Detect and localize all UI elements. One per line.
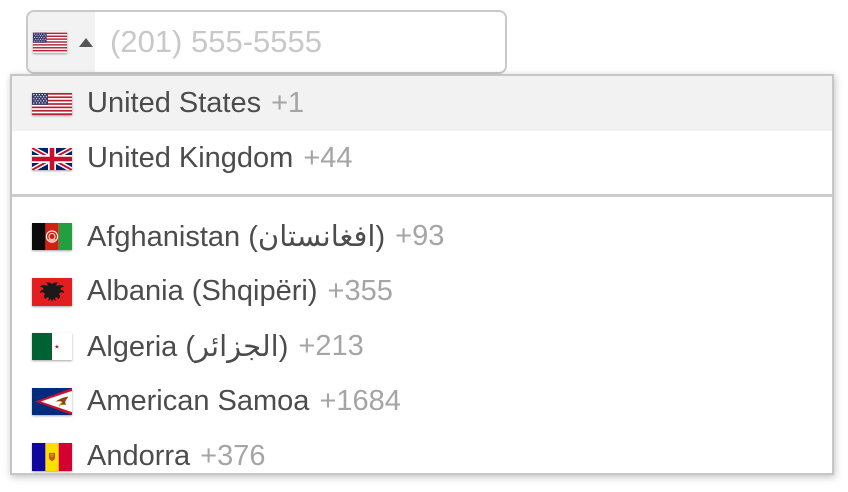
ad-flag-icon [32, 442, 72, 471]
country-list-item[interactable]: Algeria (الجزائر) +213 [12, 319, 832, 374]
country-name: Andorra [87, 440, 191, 472]
dial-code: +355 [327, 275, 393, 307]
country-list-item[interactable]: United States +1 [12, 76, 832, 131]
al-flag-icon [32, 277, 72, 306]
dial-code: +213 [298, 330, 364, 362]
country-list-item[interactable]: Albania (Shqipëri) +355 [12, 264, 832, 319]
dz-flag-icon [32, 333, 72, 360]
country-list-item[interactable]: Andorra +376 [12, 429, 832, 473]
phone-number-input[interactable] [95, 12, 505, 72]
country-name: Algeria (الجزائر) [87, 331, 289, 363]
dial-code: +376 [200, 440, 266, 472]
country-name: American Samoa [87, 385, 310, 417]
country-name: Albania (Shqipëri) [87, 275, 318, 307]
country-name: Afghanistan (افغانستان) [87, 221, 386, 253]
country-list-item[interactable]: Afghanistan (افغانستان) +93 [12, 209, 832, 264]
dial-code: +1684 [319, 385, 401, 417]
gb-flag-icon [32, 147, 72, 170]
phone-input-container [26, 10, 507, 74]
country-list-item[interactable]: United Kingdom +44 [12, 131, 832, 186]
dial-code: +1 [271, 87, 305, 119]
country-name: United States [87, 87, 262, 119]
dial-code: +44 [303, 142, 353, 174]
us-flag-icon [30, 31, 70, 53]
country-dropdown: United States +1 United Kingdom +44 Afgh… [10, 74, 834, 475]
dropdown-arrow-up-icon [79, 37, 93, 47]
divider [12, 194, 832, 197]
as-flag-icon [32, 388, 72, 415]
country-list: Afghanistan (افغانستان) +93 Albania (Shq… [12, 209, 832, 473]
us-flag-icon [32, 92, 72, 115]
preferred-country-list: United States +1 United Kingdom +44 [12, 76, 832, 186]
country-list-item[interactable]: American Samoa +1684 [12, 374, 832, 429]
dial-code: +93 [395, 220, 445, 252]
af-flag-icon [32, 223, 72, 250]
country-name: United Kingdom [87, 142, 294, 174]
selected-country-button[interactable] [28, 12, 95, 72]
